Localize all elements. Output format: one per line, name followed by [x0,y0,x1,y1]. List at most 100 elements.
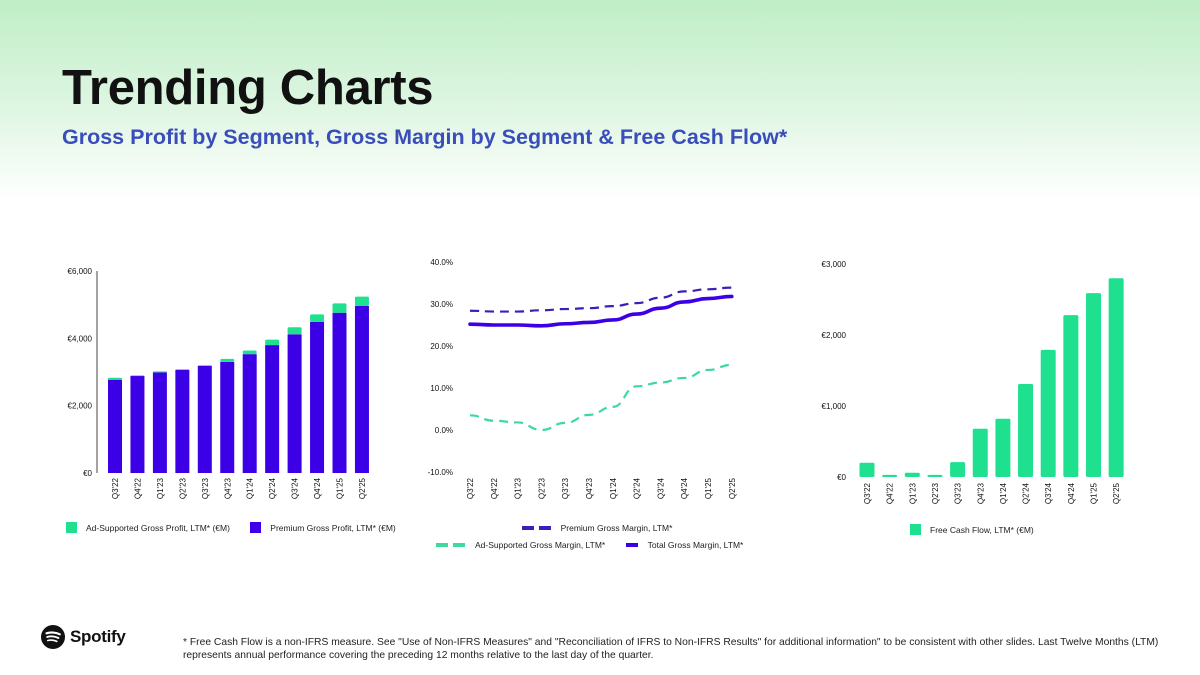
bar-ad-supported-gross-profit [175,369,190,370]
x-tick-label: Q2'24 [268,477,277,499]
legend-item-ad-supported-gross-margin: Ad-Supported Gross Margin, LTM* [436,540,605,550]
legend-item-free-cash-flow: Free Cash Flow, LTM* (€M) [910,524,1034,535]
x-tick-label: Q1'25 [1090,482,1099,504]
bar-free-cash-flow [1086,293,1101,477]
bar-free-cash-flow [1063,315,1079,477]
x-tick-label: Q4'24 [313,477,322,499]
y-tick-label: 0.0% [435,426,453,435]
spotify-logo: Spotify [40,624,126,650]
y-tick-label: €1,000 [822,402,847,411]
page-title: Trending Charts [62,61,434,115]
bar-premium-gross-profit [310,321,325,473]
line-ad-supported-gross-margin-ltm [469,363,732,432]
x-tick-label: Q4'22 [886,482,895,504]
spotify-icon [41,625,65,649]
bar-ad-supported-gross-profit [287,327,302,335]
page-subtitle: Gross Profit by Segment, Gross Margin by… [62,125,788,149]
bar-ad-supported-gross-profit [354,296,369,307]
x-tick-label: Q4'23 [223,477,232,499]
legend-item-ad-supported-gross-profit: Ad-Supported Gross Profit, LTM* (€M) [66,522,230,533]
line-premium-gross-margin-ltm [469,286,732,313]
y-tick-label: 40.0% [430,258,453,267]
bar-premium-gross-profit [265,345,280,473]
y-tick-label: 30.0% [430,300,453,309]
x-tick-label: Q1'24 [999,482,1008,504]
legend-swatch-green [66,522,77,533]
y-tick-label: €4,000 [68,334,93,343]
x-tick-label: Q1'23 [156,477,165,499]
x-tick-label: Q4'22 [490,477,499,499]
y-tick-label: €0 [83,469,92,478]
x-tick-label: Q4'24 [680,477,689,499]
y-tick-label: €2,000 [822,331,847,340]
x-tick-label: Q4'22 [133,477,142,499]
bar-premium-gross-profit [108,379,122,473]
bar-premium-gross-profit [287,334,302,473]
x-tick-label: Q3'22 [111,477,120,499]
legend-label: Premium Gross Profit, LTM* (€M) [270,522,396,533]
x-tick-label: Q3'22 [863,482,872,504]
bar-premium-gross-profit [354,306,369,473]
legend-label: Premium Gross Margin, LTM* [560,523,673,533]
x-tick-label: Q1'23 [908,482,917,504]
bar-free-cash-flow [882,474,898,477]
bar-ad-supported-gross-profit [152,371,167,373]
bar-ad-supported-gross-profit [242,350,257,355]
legend-item-premium-gross-profit: Premium Gross Profit, LTM* (€M) [250,522,396,533]
x-tick-label: Q2'23 [537,477,546,499]
bar-free-cash-flow [1040,349,1056,477]
x-tick-label: Q3'24 [291,477,300,499]
x-tick-label: Q2'23 [178,477,187,499]
y-tick-label: 20.0% [430,342,453,351]
bar-ad-supported-gross-profit [265,339,280,346]
x-tick-label: Q1'23 [514,477,523,499]
bar-ad-supported-gross-profit [310,314,325,322]
y-tick-label: €6,000 [68,267,93,276]
x-tick-label: Q2'25 [358,477,367,499]
x-tick-label: Q3'23 [561,477,570,499]
x-tick-label: Q2'25 [728,477,737,499]
x-tick-label: Q2'24 [1022,482,1031,504]
x-tick-label: Q3'24 [656,477,665,499]
gross-margin-legend: Premium Gross Margin, LTM* Ad-Supported … [436,522,766,550]
bar-ad-supported-gross-profit [108,377,122,380]
bar-free-cash-flow [859,462,875,477]
legend-item-premium-gross-margin: Premium Gross Margin, LTM* [521,523,673,533]
x-tick-label: Q2'23 [931,482,940,504]
bar-free-cash-flow [904,472,920,477]
x-tick-label: Q3'24 [1044,482,1053,504]
legend-label: Ad-Supported Gross Profit, LTM* (€M) [86,522,230,533]
legend-item-total-gross-margin: Total Gross Margin, LTM* [625,540,744,550]
bar-ad-supported-gross-profit [130,375,145,377]
x-tick-label: Q2'25 [1112,482,1121,504]
footnote: * Free Cash Flow is a non-IFRS measure. … [183,637,1159,661]
x-tick-label: Q3'22 [466,477,475,499]
legend-dash-navy [521,526,551,530]
legend-swatch-purple [250,522,262,533]
bar-free-cash-flow [995,418,1011,477]
legend-dash-green [436,543,465,547]
y-tick-label: €2,000 [68,402,93,411]
y-tick-label: €0 [837,473,846,482]
bar-premium-gross-profit [130,376,145,473]
bar-premium-gross-profit [152,372,167,473]
x-tick-label: Q4'24 [1067,482,1076,504]
legend-label: Total Gross Margin, LTM* [647,540,744,550]
y-tick-label: €3,000 [822,260,847,269]
x-tick-label: Q1'24 [246,477,255,499]
bar-premium-gross-profit [175,369,190,473]
x-tick-label: Q2'24 [633,477,642,499]
bar-free-cash-flow [972,428,988,477]
y-tick-label: 10.0% [430,384,453,393]
free-cash-flow-legend: Free Cash Flow, LTM* (€M) [910,524,1052,537]
x-tick-label: Q1'25 [336,477,345,499]
bar-premium-gross-profit [242,354,257,473]
bar-premium-gross-profit [332,312,347,473]
bar-ad-supported-gross-profit [197,365,212,366]
bar-ad-supported-gross-profit [332,303,347,313]
gross-profit-legend: Ad-Supported Gross Profit, LTM* (€M) Pre… [66,522,414,535]
x-tick-label: Q3'23 [954,482,963,504]
bar-premium-gross-profit [197,365,212,473]
legend-swatch-green [910,524,921,535]
x-tick-label: Q4'23 [585,477,594,499]
